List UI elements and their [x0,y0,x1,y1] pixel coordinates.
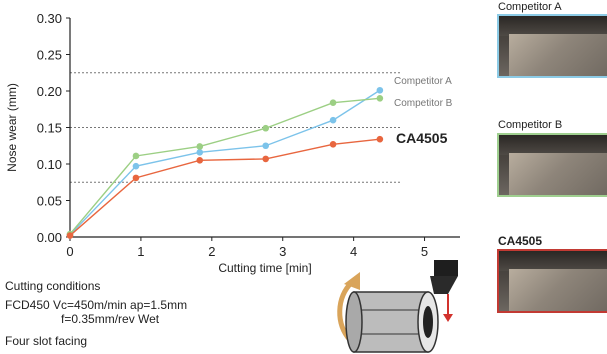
y-tick-labels: 0.00 0.05 0.10 0.15 0.20 0.25 0.30 [37,11,70,245]
workpiece-back [345,291,363,353]
series-0-point-1 [132,162,140,170]
series-1-point-3 [262,124,270,132]
feed-arrowhead [443,314,453,322]
series-label-0: Competitor A [394,76,452,87]
photo-competitor-b [497,133,607,197]
workpiece-body [353,291,429,353]
y-tick-label-4: 0.20 [37,84,62,99]
photo-label-competitor-a: Competitor A [498,1,562,13]
x-axis-title: Cutting time [min] [218,261,311,275]
workpiece-bore [423,306,433,338]
x-tick-label-3: 3 [279,244,286,259]
series-2-point-0 [66,232,74,239]
nose-wear-chart: 0 1 2 3 4 5 0.00 0.05 0.10 0.15 0.20 0.25 0.30 Comp… [5,11,460,275]
photo-ca4505 [497,249,607,313]
y-tick-label-2: 0.10 [37,157,62,172]
rotation-arrowhead [344,272,360,290]
x-tick-label-4: 4 [350,244,357,259]
photo-label-competitor-b: Competitor B [498,119,563,131]
x-tick-label-5: 5 [421,244,428,259]
series-2-point-2 [196,157,204,164]
x-tick-label-2: 2 [208,244,215,259]
series-2-point-1 [132,174,140,182]
series-1-point-4 [329,99,337,106]
gridlines [70,72,400,183]
series-0-point-5 [376,86,384,94]
tool-insert [430,276,458,294]
conditions-title: Cutting conditions [5,279,101,293]
x-tick-label-1: 1 [137,244,144,259]
series-0-point-4 [329,116,337,124]
conditions-line-1: FCD450 Vc=450m/min ap=1.5mm [5,298,188,312]
series-label-1: Competitor B [394,98,453,109]
tool-holder [434,260,458,276]
conditions-line-2: f=0.35mm/rev Wet [61,312,160,326]
y-tick-label-6: 0.30 [37,11,62,26]
x-tick-label-0: 0 [66,244,73,259]
series-2-point-4 [329,140,337,148]
series-line-2 [69,138,380,237]
y-tick-label-0: 0.00 [37,230,62,245]
conditions-line-3: Four slot facing [5,334,88,348]
series-labels: Competitor A Competitor B CA4505 [394,76,453,146]
series-line-1 [69,97,380,235]
y-tick-label-5: 0.25 [37,48,62,63]
series-1-point-1 [132,152,140,160]
y-tick-label-1: 0.05 [37,194,62,209]
series-0-point-2 [196,149,204,156]
cutting-conditions: Cutting conditions FCD450 Vc=450m/min ap… [5,277,187,351]
series-line-0 [69,89,381,236]
series-lines [66,86,384,239]
y-tick-label-3: 0.15 [37,121,62,136]
photo-competitor-a [497,14,607,78]
photo-label-ca4505: CA4505 [498,234,543,248]
series-0-point-3 [262,142,270,150]
series-1-point-2 [196,143,204,150]
series-2-point-5 [376,135,384,143]
series-1-point-5 [376,95,384,102]
x-tick-labels: 0 1 2 3 4 5 [66,237,428,259]
series-2-point-3 [262,155,270,163]
y-axis-title: Nose wear (mm) [5,83,19,172]
series-label-2: CA4505 [396,130,448,146]
facing-illustration [337,260,458,353]
